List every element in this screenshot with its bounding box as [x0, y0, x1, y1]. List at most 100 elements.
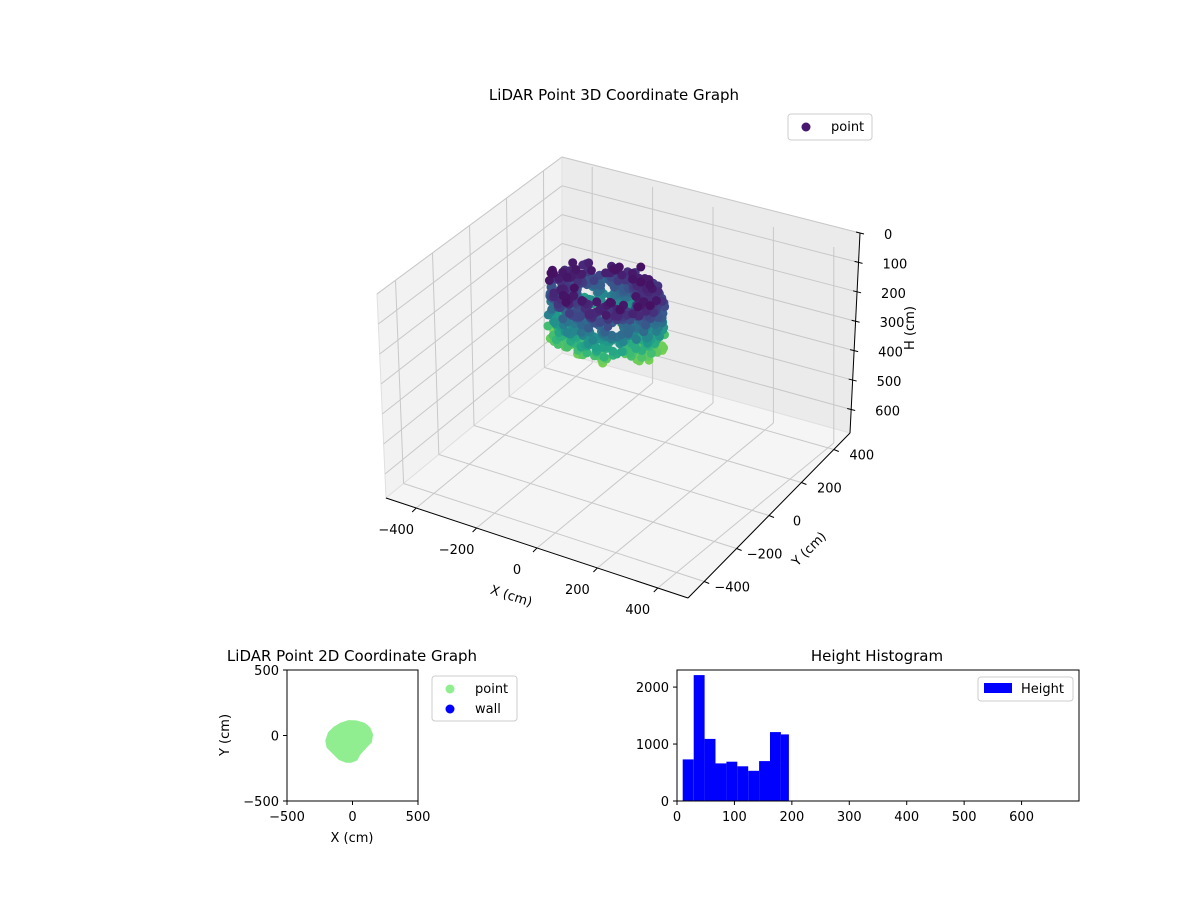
histogram-bar: [737, 766, 749, 801]
point-cloud-dot: [596, 280, 606, 290]
point-cloud-dot: [569, 291, 578, 301]
point-cloud-dot: [562, 328, 572, 337]
histogram-bar: [770, 732, 781, 801]
legend-histogram-label: Height: [1021, 682, 1064, 697]
point-cloud-dot: [562, 272, 572, 282]
grid-z-left: [379, 214, 563, 355]
z-tick-label-3d: 300: [880, 316, 905, 331]
grid-z-left: [380, 243, 563, 385]
point-cloud-dot: [617, 270, 627, 280]
z-tick-mark-3d: [851, 319, 860, 323]
legend-2d-marker-wall: [445, 704, 455, 714]
x-tick-label-hist: 600: [1009, 810, 1034, 825]
point-cloud-dot: [584, 309, 594, 319]
y-tick-mark-3d: [736, 548, 742, 551]
z-tick-label-3d: 200: [881, 287, 906, 302]
point-cloud-dot: [601, 310, 611, 320]
ticks-2d: −500 0 500 −500 0 500: [243, 664, 430, 825]
histogram-title: Height Histogram: [811, 647, 943, 665]
x-tick-label-hist: 300: [837, 810, 862, 825]
chart-3d-title: LiDAR Point 3D Coordinate Graph: [489, 86, 739, 104]
grid-z-left: [381, 271, 563, 415]
x-tick-mark-3d: [411, 507, 417, 513]
z-tick-mark-3d: [849, 349, 859, 353]
grid-y-wall: [469, 225, 475, 426]
point-cloud-dot: [565, 308, 574, 318]
chart-3d: LiDAR Point 3D Coordinate Graph −400 −200…: [376, 86, 918, 618]
x-tick-label-hist: 0: [673, 810, 681, 825]
point-cloud-dot: [636, 262, 646, 272]
z-tick-label-3d: 600: [875, 404, 900, 419]
point-cloud-dot: [568, 258, 578, 268]
x-tick-label-2d: 0: [348, 810, 356, 825]
y-tick-label-hist: 2000: [636, 681, 669, 696]
y-tick-label-3d: 200: [817, 482, 842, 497]
histogram-bars: [682, 675, 789, 801]
z-tick-label-3d: 100: [883, 257, 908, 272]
z-tick-mark-3d: [848, 378, 857, 382]
z-tick-mark-3d: [847, 407, 856, 411]
point-cloud-dot: [577, 320, 587, 330]
legend-3d-marker: [801, 122, 811, 132]
grid-y-wall: [432, 252, 440, 455]
point-cloud-dot: [576, 327, 586, 337]
ticks-histogram: 0 100 200 300 400 500 600 0 1000 2000: [636, 681, 1034, 825]
y-tick-label-hist: 0: [661, 795, 669, 810]
point-cloud-dot: [617, 347, 627, 356]
point-cloud-dot: [558, 314, 568, 324]
grid-x-floor: [657, 442, 835, 589]
y-tick-mark-3d: [768, 515, 775, 518]
point-cloud-dot: [631, 335, 641, 344]
point-cloud-dot: [603, 322, 613, 332]
histogram-bar: [726, 761, 738, 801]
z-tick-label-3d: 500: [877, 375, 902, 390]
x-tick-label-3d: −400: [378, 523, 414, 538]
y-tick-mark-3d: [704, 581, 710, 584]
grid-z-back: [561, 242, 856, 322]
x-tick-label-3d: 0: [513, 563, 521, 578]
histogram-bar: [748, 770, 760, 801]
histogram-bar: [682, 759, 694, 801]
point-cloud-dot: [599, 352, 609, 362]
y-axis-label-2d: Y (cm): [218, 714, 233, 757]
grid-3d: [376, 156, 861, 589]
grid-y-floor: [473, 425, 770, 516]
point-cloud-dot: [646, 348, 656, 358]
x-tick-mark-3d: [532, 547, 538, 553]
point-cloud-dot: [544, 276, 554, 285]
y-tick-label-2d: 500: [254, 664, 279, 679]
x-tick-label-3d: −200: [439, 543, 475, 558]
x-tick-label-hist: 100: [722, 810, 747, 825]
chart-2d: LiDAR Point 2D Coordinate Graph −500 0 500…: [218, 647, 518, 846]
x-tick-mark-3d: [472, 527, 477, 533]
y-tick-label-2d: 0: [271, 730, 279, 745]
histogram-bar: [693, 675, 705, 801]
histogram-frame: [676, 669, 1080, 802]
point-cloud-dot: [628, 309, 638, 319]
legend-2d-marker-point: [445, 684, 455, 694]
grid-x-floor: [476, 382, 653, 529]
point-cloud-dot: [550, 317, 559, 327]
point-cloud-dot: [615, 305, 625, 315]
legend-3d-frame: [787, 113, 873, 141]
point-cloud-dot: [588, 335, 598, 345]
grid-z-left: [383, 300, 563, 445]
z-tick-mark-3d: [855, 231, 865, 235]
legend-2d: point wall: [431, 675, 518, 722]
z-axis-label-3d: H (cm): [903, 306, 918, 350]
y-tick-label-3d: −400: [714, 581, 750, 596]
x-tick-mark-3d: [653, 587, 659, 593]
y-tick-mark-3d: [833, 449, 839, 452]
point-cloud-dot: [577, 296, 587, 305]
point-cloud-dot: [584, 258, 594, 268]
point-cloud-dot: [607, 330, 617, 340]
legend-3d: point: [787, 113, 873, 141]
point-cloud-dot: [571, 265, 581, 274]
point-series-area: [325, 720, 374, 763]
legend-2d-label-wall: wall: [475, 702, 501, 717]
point-cloud-dot: [649, 308, 658, 318]
grid-x-floor: [415, 362, 593, 509]
point-cloud-dot: [591, 342, 601, 352]
legend-histogram-swatch: [984, 683, 1012, 693]
